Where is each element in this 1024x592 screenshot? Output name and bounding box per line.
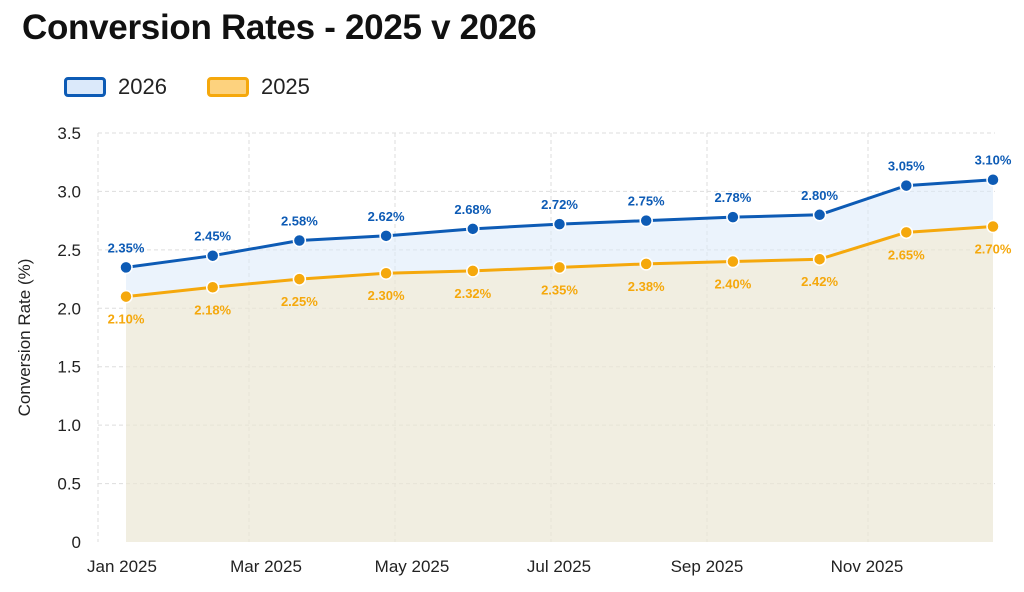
data-label-2025: 2.65%: [888, 247, 925, 262]
legend-swatch-2025: [206, 77, 249, 97]
data-point-2026: [726, 210, 740, 224]
data-point-2026: [205, 248, 220, 263]
y-tick-label: 3.0: [57, 182, 81, 201]
data-label-2025: 2.10%: [108, 312, 145, 327]
data-label-2025: 2.18%: [194, 302, 231, 317]
data-point-2026: [899, 178, 914, 193]
data-label-2026: 2.45%: [194, 229, 231, 244]
data-label-2025: 2.38%: [628, 279, 665, 294]
data-label-2025: 2.25%: [281, 294, 318, 309]
legend-swatch-2026: [64, 77, 106, 97]
data-point-2026: [466, 222, 480, 236]
axes: 0 0.5 1.0 1.5 2.0 2.5 3.0 3.5 Jan 2025 Mar 2025 Ma…: [15, 124, 903, 576]
legend-label-2026: 2026: [118, 74, 167, 99]
data-points: [119, 172, 1000, 304]
x-tick-label: Mar 2025: [230, 557, 302, 576]
data-point-2026: [552, 217, 567, 231]
area-2026: [126, 179, 993, 542]
data-label-2026: 3.05%: [888, 159, 925, 174]
data-point-2025: [986, 219, 1000, 234]
x-tick-label: Jan 2025: [87, 557, 157, 576]
y-tick-label: 2.5: [57, 241, 81, 260]
data-label-2025: 2.42%: [801, 274, 838, 289]
y-tick-label: 0: [72, 533, 81, 552]
data-label-2026: 2.68%: [454, 202, 491, 217]
data-point-2026: [812, 208, 827, 222]
data-label-2025: 2.35%: [541, 282, 578, 297]
y-tick-label: 1.0: [57, 416, 81, 435]
data-label-2026: 3.10%: [975, 153, 1012, 168]
data-point-2025: [899, 225, 914, 240]
y-tick-label: 3.5: [57, 124, 81, 143]
data-point-2026: [292, 233, 307, 248]
data-point-2025: [466, 264, 480, 278]
data-labels: 2.35% 2.45% 2.58% 2.62% 2.68% 2.72% 2.75% 2.78%…: [108, 153, 1012, 327]
y-tick-label: 2.0: [57, 299, 81, 318]
data-label-2026: 2.35%: [108, 240, 145, 255]
data-label-2026: 2.62%: [368, 209, 405, 224]
data-point-2026: [986, 172, 1000, 187]
data-point-2025: [379, 266, 393, 280]
area-fills: [126, 179, 993, 542]
y-tick-label: 1.5: [57, 358, 81, 377]
data-point-2025: [639, 257, 653, 271]
data-point-2026: [119, 260, 133, 275]
x-tick-label: Sep 2025: [671, 557, 744, 576]
area-2025: [126, 226, 993, 542]
data-point-2025: [119, 289, 133, 304]
legend-label-2025: 2025: [260, 74, 310, 99]
data-label-2025: 2.30%: [368, 288, 405, 303]
data-label-2025: 2.70%: [975, 241, 1012, 256]
data-label-2025: 2.32%: [454, 286, 491, 301]
data-point-2025: [726, 254, 740, 269]
data-label-2025: 2.40%: [714, 277, 751, 292]
legend-item-2025: 2025: [206, 74, 310, 100]
data-point-2025: [205, 280, 220, 295]
data-label-2026: 2.72%: [541, 197, 578, 212]
data-point-2025: [812, 252, 827, 266]
data-label-2026: 2.75%: [628, 194, 665, 209]
x-tick-label: Nov 2025: [831, 557, 904, 576]
data-label-2026: 2.80%: [801, 188, 838, 203]
y-tick-label: 0.5: [57, 475, 81, 494]
data-point-2026: [639, 213, 653, 228]
y-axis-label: Conversion Rate (%): [15, 259, 34, 417]
data-label-2026: 2.78%: [714, 190, 751, 205]
data-point-2025: [292, 272, 307, 286]
x-tick-label: May 2025: [375, 557, 450, 576]
chart-title: Conversion Rates - 2025 v 2026: [22, 8, 537, 47]
data-label-2026: 2.58%: [281, 214, 318, 229]
data-point-2025: [552, 260, 567, 275]
data-point-2026: [379, 229, 393, 243]
chart-legend: 2026 2025: [64, 74, 350, 100]
legend-item-2026: 2026: [64, 74, 167, 100]
x-tick-label: Jul 2025: [527, 557, 591, 576]
